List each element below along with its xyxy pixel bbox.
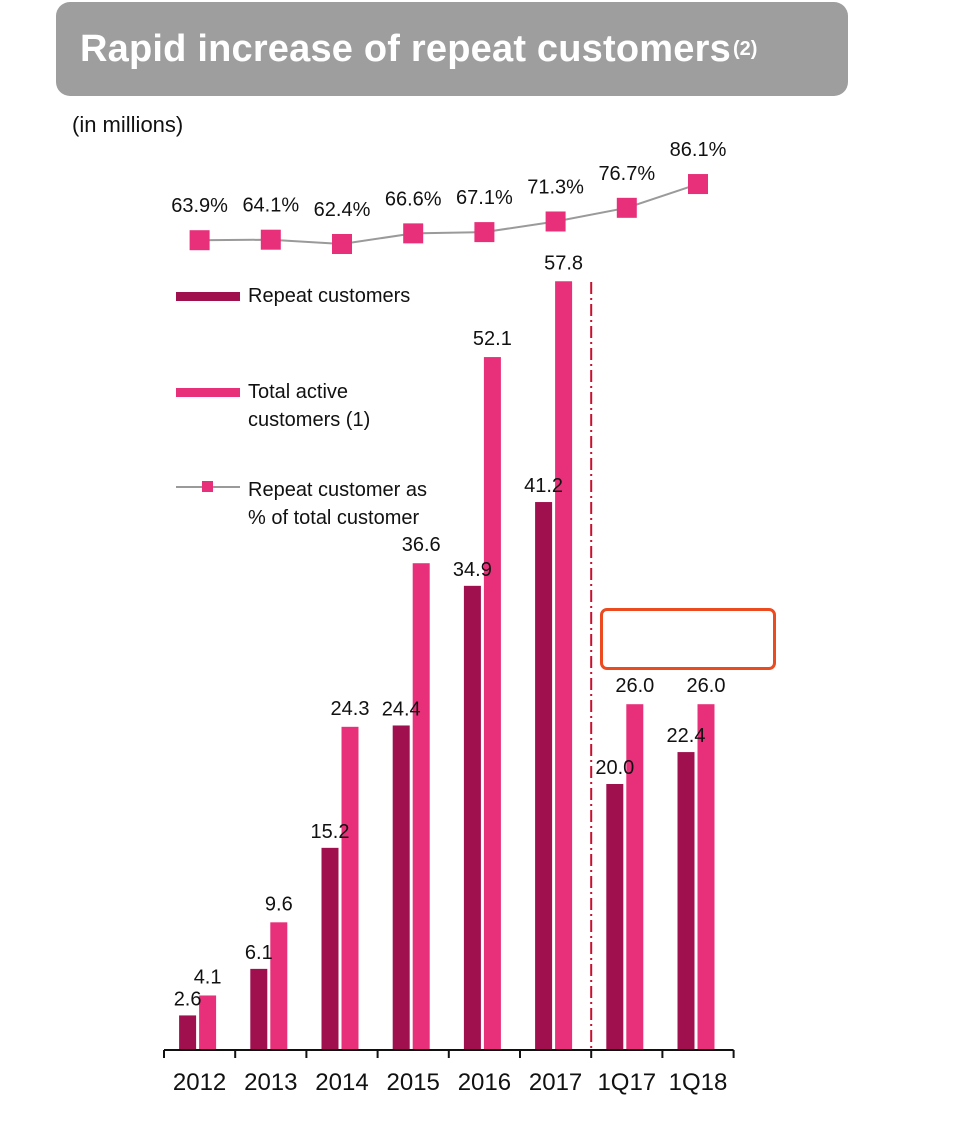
bar-repeat-1Q17 [606,784,624,1050]
bar-label-repeat-1Q17: 20.0 [595,757,634,779]
bar-repeat-2016 [463,585,481,1050]
bar-label-total-2015: 36.6 [402,534,441,556]
legend-label-ratio: Repeat customer as % of total customer [248,479,427,529]
ratio-marker-2016 [474,222,495,243]
x-axis: 2012 2013 2014 2015 2016 2017 1Q17 1Q18 [163,1049,735,1096]
bar-total-1Q18 [697,704,715,1050]
bar-label-total-2014: 24.3 [331,698,370,720]
bars [179,281,715,1050]
title-footnote-marker: (2) [732,37,758,60]
ratio-label-2013: 64.1% [242,195,299,217]
bar-repeat-2015 [392,725,410,1050]
bar-repeat-2013 [250,968,268,1050]
x-tick-label-2016: 2016 [458,1069,511,1096]
ratio-label-2015: 66.6% [385,188,442,210]
ratio-label-1Q17: 76.7% [598,163,655,185]
bar-label-repeat-2012: 2.6 [174,988,202,1010]
ratio-line [199,183,699,246]
bar-label-repeat-2017: 41.2 [524,475,563,497]
legend-swatch-repeat [176,292,240,301]
bar-total-2014 [341,726,359,1050]
ratio-label-1Q18: 86.1% [670,139,727,161]
bar-label-total-2017: 57.8 [544,252,583,274]
ratio-marker-2015 [403,223,424,244]
legend-swatch-ratio-marker [202,481,213,492]
bar-repeat-2012 [179,1015,197,1050]
unit-label: (in millions) [72,112,184,137]
bar-repeat-1Q18 [677,752,695,1050]
ratio-marker-2017 [545,211,566,232]
ratio-label-2012: 63.9% [171,195,228,217]
bar-repeat-2014 [321,847,339,1050]
bar-total-2013 [270,922,288,1050]
bar-label-total-1Q18: 26.0 [687,675,726,697]
x-tick-label-2014: 2014 [315,1069,368,1096]
bar-total-2016 [483,357,501,1050]
x-tick-label-2012: 2012 [173,1069,226,1096]
legend-swatch-total [176,388,240,397]
bar-label-repeat-2016: 34.9 [453,559,492,581]
x-tick-label-2013: 2013 [244,1069,297,1096]
bar-label-repeat-1Q18: 22.4 [667,725,706,747]
highlight-box [600,608,776,670]
x-tick-label-1Q17: 1Q17 [597,1069,656,1096]
bar-label-total-2012: 4.1 [194,966,222,988]
bar-total-2017 [555,281,573,1050]
bar-label-total-1Q17: 26.0 [615,675,654,697]
title-banner: Rapid increase of repeat customers (2) [56,2,848,96]
ratio-marker-2013 [260,229,281,250]
legend-label-total: Total active customers (1) [248,381,371,431]
chart-title: Rapid increase of repeat customers [80,27,731,70]
x-tick-label-1Q18: 1Q18 [669,1069,728,1096]
bar-label-total-2016: 52.1 [473,328,512,350]
bar-label-total-2013: 9.6 [265,893,293,915]
ratio-marker-1Q18 [688,174,708,195]
ratio-marker-1Q17 [616,197,637,218]
legend-label-repeat: Repeat customers [248,285,411,307]
bar-total-2012 [199,995,217,1050]
bar-label-repeat-2013: 6.1 [245,942,273,964]
ratio-marker-2012 [189,230,210,251]
ratio-label-2017: 71.3% [527,176,584,198]
x-tick-label-2015: 2015 [387,1069,440,1096]
bar-labels: 2.64.1 6.1 9.6 15.2 24.3 24.4 36.6 34.9 52.1 41.2… [174,252,726,1010]
ratio-label-2014: 62.4% [314,199,371,221]
bar-repeat-2017 [535,502,553,1050]
ratio-marker-2014 [332,234,352,254]
bar-label-repeat-2015: 24.4 [382,698,421,720]
ratio-line-series: 63.9% 64.1% 62.4% 66.6% 67.1% 71.3% 76.7% 86.1% [171,139,727,254]
bar-label-repeat-2014: 15.2 [311,821,350,843]
bar-total-2015 [412,563,430,1050]
ratio-label-2016: 67.1% [456,187,513,209]
bar-total-1Q17 [626,704,644,1050]
x-tick-label-2017: 2017 [529,1069,582,1096]
